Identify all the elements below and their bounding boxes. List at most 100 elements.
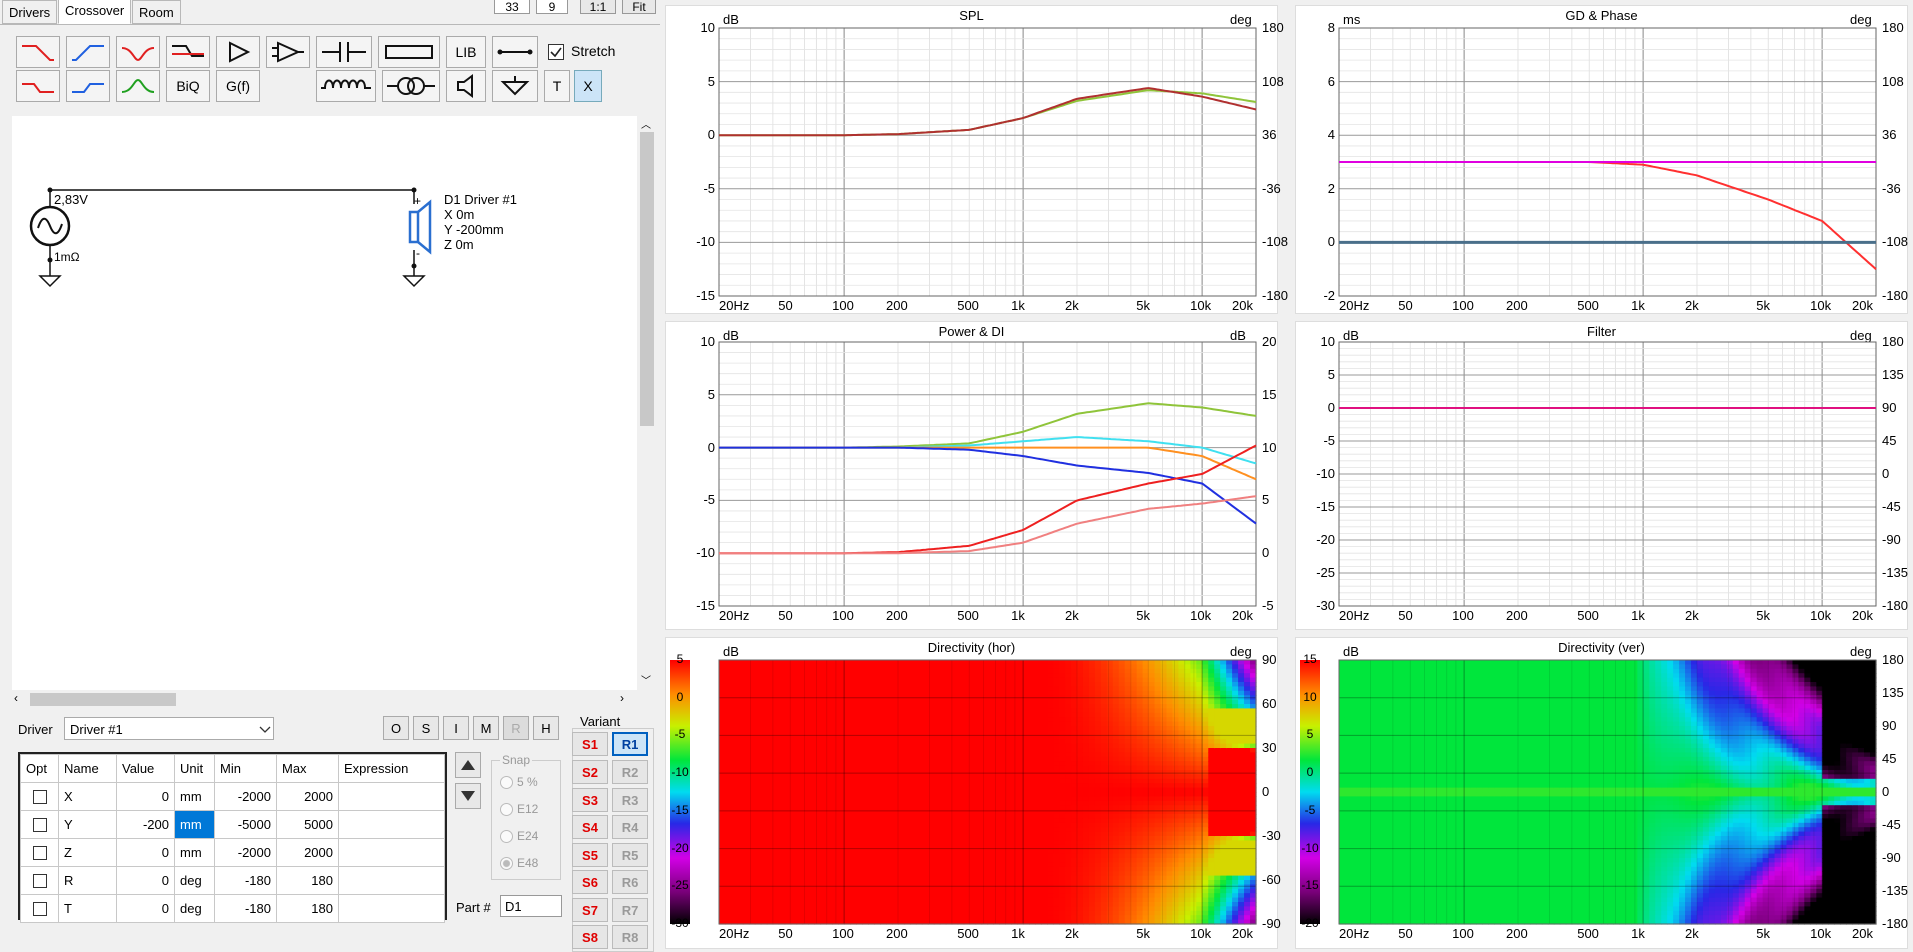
param-expression[interactable]: [338, 810, 445, 839]
lowpass2-button[interactable]: [16, 70, 60, 102]
resistor-button[interactable]: [378, 36, 440, 68]
highpass2-button[interactable]: [66, 70, 110, 102]
tab-room[interactable]: Room: [132, 0, 181, 24]
table-row[interactable]: Z 0 mm -2000 2000: [20, 838, 445, 867]
fit-button[interactable]: Fit: [622, 0, 656, 14]
table-row[interactable]: Y -200 mm -5000 5000: [20, 810, 445, 839]
param-max[interactable]: 180: [276, 866, 339, 895]
variant-r7-button[interactable]: R7: [612, 898, 648, 922]
param-max[interactable]: 5000: [276, 810, 339, 839]
opt-checkbox[interactable]: [32, 790, 47, 805]
variant-r2-button[interactable]: R2: [612, 760, 648, 784]
param-unit[interactable]: mm: [174, 782, 215, 811]
variant-r4-button[interactable]: R4: [612, 815, 648, 839]
mode-m-button[interactable]: M: [473, 716, 499, 740]
vertical-scrollbar[interactable]: ︿ ﹀: [638, 116, 656, 690]
bandpass-button[interactable]: [116, 70, 160, 102]
chart-panel-filter[interactable]: Filter dB deg 10 5 0 -5 -10 -15 -20 -25 -30 180 135 90…: [1295, 321, 1908, 630]
biq-button[interactable]: BiQ: [166, 70, 210, 102]
table-row[interactable]: T 0 deg -180 180: [20, 894, 445, 923]
param-min[interactable]: -2000: [214, 838, 277, 867]
highpass-button[interactable]: [66, 36, 110, 68]
stretch-checkbox[interactable]: [548, 44, 564, 60]
t-button[interactable]: T: [544, 70, 570, 102]
capacitor-button[interactable]: [316, 36, 372, 68]
shelf-button[interactable]: [166, 36, 210, 68]
wire-button[interactable]: [492, 36, 538, 68]
horizontal-scroll-thumb[interactable]: [30, 693, 176, 706]
chart-panel-gd[interactable]: GD & Phase ms deg 8 6 4 2 0 -2 180 108 36 -36 -108 -18…: [1295, 5, 1908, 314]
param-value[interactable]: 0: [116, 782, 175, 811]
value-box-2[interactable]: 9: [536, 0, 568, 14]
vertical-scroll-thumb[interactable]: [640, 132, 654, 426]
opamp-button[interactable]: [266, 36, 310, 68]
param-expression[interactable]: [338, 866, 445, 895]
scroll-right-icon[interactable]: ›: [620, 691, 624, 705]
variant-r5-button[interactable]: R5: [612, 843, 648, 867]
tab-drivers[interactable]: Drivers: [2, 0, 58, 24]
part-input[interactable]: D1: [500, 895, 562, 917]
horizontal-scrollbar[interactable]: ‹ ›: [12, 690, 638, 708]
param-expression[interactable]: [338, 894, 445, 923]
param-value[interactable]: -200: [116, 810, 175, 839]
move-up-button[interactable]: [455, 752, 481, 778]
scroll-up-icon[interactable]: ︿: [641, 120, 651, 131]
zoom-1to1-button[interactable]: 1:1: [580, 0, 616, 14]
mode-r-button[interactable]: R: [503, 716, 529, 740]
variant-s3-button[interactable]: S3: [572, 788, 608, 812]
param-min[interactable]: -180: [214, 894, 277, 923]
variant-s5-button[interactable]: S5: [572, 843, 608, 867]
param-unit[interactable]: deg: [174, 894, 215, 923]
opt-checkbox[interactable]: [32, 902, 47, 917]
variant-r6-button[interactable]: R6: [612, 870, 648, 894]
param-max[interactable]: 2000: [276, 782, 339, 811]
snap-option-e24[interactable]: E24: [500, 829, 538, 844]
variant-s4-button[interactable]: S4: [572, 815, 608, 839]
param-min[interactable]: -2000: [214, 782, 277, 811]
ground-button[interactable]: [492, 70, 538, 102]
param-expression[interactable]: [338, 782, 445, 811]
param-value[interactable]: 0: [116, 866, 175, 895]
scroll-left-icon[interactable]: ‹: [14, 691, 18, 705]
opt-checkbox[interactable]: [32, 874, 47, 889]
x-button[interactable]: X: [574, 70, 602, 102]
lowpass-button[interactable]: [16, 36, 60, 68]
value-box-1[interactable]: 33: [494, 0, 530, 14]
table-row[interactable]: R 0 deg -180 180: [20, 866, 445, 895]
chart-panel-power[interactable]: Power & DI dB dB 10 5 0 -5 -10 -15 20 15 10 5 0 -5 20Hz…: [665, 321, 1278, 630]
tab-crossover[interactable]: Crossover: [58, 0, 132, 24]
gf-button[interactable]: G(f): [216, 70, 260, 102]
bandstop-button[interactable]: [116, 36, 160, 68]
param-expression[interactable]: [338, 838, 445, 867]
opt-checkbox[interactable]: [32, 846, 47, 861]
snap-option-5pct[interactable]: 5 %: [500, 775, 538, 790]
variant-s1-button[interactable]: S1: [572, 732, 608, 756]
mode-s-button[interactable]: S: [413, 716, 439, 740]
param-min[interactable]: -5000: [214, 810, 277, 839]
param-max[interactable]: 180: [276, 894, 339, 923]
variant-r1-button[interactable]: R1: [612, 732, 648, 756]
snap-option-e48[interactable]: E48: [500, 856, 538, 871]
variant-s6-button[interactable]: S6: [572, 870, 608, 894]
mode-o-button[interactable]: O: [383, 716, 409, 740]
chart-panel-spl[interactable]: SPL dB deg 10 5 0 -5 -10 -15 180 108 36 -36 -108 -180 2…: [665, 5, 1288, 314]
driver-button[interactable]: [446, 70, 486, 102]
param-unit[interactable]: mm: [174, 838, 215, 867]
param-min[interactable]: -180: [214, 866, 277, 895]
param-value[interactable]: 0: [116, 894, 175, 923]
param-max[interactable]: 2000: [276, 838, 339, 867]
variant-s7-button[interactable]: S7: [572, 898, 608, 922]
lib-button[interactable]: LIB: [446, 36, 486, 68]
param-unit[interactable]: deg: [174, 866, 215, 895]
table-row[interactable]: X 0 mm -2000 2000: [20, 782, 445, 811]
scroll-down-icon[interactable]: ﹀: [641, 676, 651, 687]
buffer-button[interactable]: [216, 36, 260, 68]
inductor-button[interactable]: [316, 70, 376, 102]
opt-checkbox[interactable]: [32, 818, 47, 833]
schematic-canvas[interactable]: 2,83V 1mΩ + - D1 Driver #1 X 0m Y -200mm…: [12, 116, 637, 690]
param-value[interactable]: 0: [116, 838, 175, 867]
variant-r3-button[interactable]: R3: [612, 788, 648, 812]
move-down-button[interactable]: [455, 783, 481, 809]
variant-s8-button[interactable]: S8: [572, 925, 608, 949]
variant-r8-button[interactable]: R8: [612, 925, 648, 949]
